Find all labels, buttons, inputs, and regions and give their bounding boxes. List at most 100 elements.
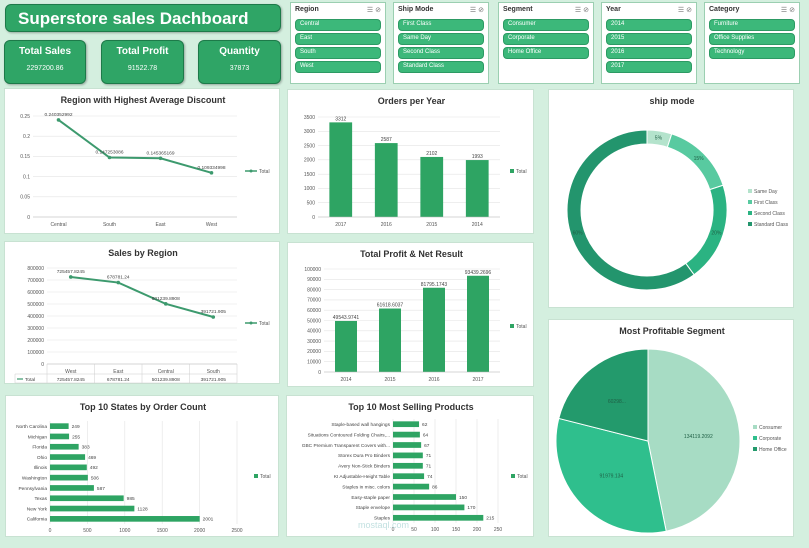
slicer-item[interactable]: Home Office xyxy=(503,47,589,59)
x-tick-label: 2017 xyxy=(335,222,346,228)
bar xyxy=(50,443,79,450)
y-tick-label: New York xyxy=(27,506,48,512)
bar xyxy=(465,160,489,217)
slicer-item[interactable]: Furniture xyxy=(709,19,795,31)
data-label: 150 xyxy=(459,495,467,501)
slicer-item[interactable]: Second Class xyxy=(398,47,484,59)
slicer-item[interactable]: 2017 xyxy=(606,61,692,73)
slicer-item[interactable]: Same Day xyxy=(398,33,484,45)
y-tick-label: 1000 xyxy=(304,186,315,192)
chart-title: Top 10 Most Selling Products xyxy=(348,402,473,412)
bar xyxy=(50,505,135,512)
slicer-item[interactable]: Consumer xyxy=(503,19,589,31)
filter-clear-icon[interactable]: ☰ ⊘ xyxy=(574,7,589,14)
y-tick-label: Ohio xyxy=(37,455,47,461)
legend-label: Total xyxy=(517,474,528,480)
chart-title: ship mode xyxy=(649,96,694,106)
y-tick-label: Texas xyxy=(34,496,47,502)
data-point xyxy=(107,155,112,160)
slicer-item[interactable]: South xyxy=(295,47,381,59)
data-label: 2102 xyxy=(426,151,437,157)
bar xyxy=(374,143,398,217)
y-tick-label: 200000 xyxy=(27,338,44,344)
data-label: 725457.8245 xyxy=(57,269,85,275)
y-tick-label: Situations Contoured Folding Chairs,... xyxy=(308,432,390,438)
legend-label: First Class xyxy=(754,200,778,206)
filter-clear-icon[interactable]: ☰ ⊘ xyxy=(677,7,692,14)
slicer-item[interactable]: Office Supplies xyxy=(709,33,795,45)
chart-products-panel: Top 10 Most Selling Products 0 50 100 150 200… xyxy=(286,395,534,537)
x-tick-label: Central xyxy=(50,222,66,228)
filter-clear-icon[interactable]: ☰ ⊘ xyxy=(469,7,484,14)
slicer-item[interactable]: West xyxy=(295,61,381,73)
data-label: 678781.24 xyxy=(107,275,130,281)
bar xyxy=(50,485,94,491)
data-label: 501239.8908 xyxy=(152,296,180,302)
slicer-item[interactable]: Technology xyxy=(709,47,795,59)
y-tick-label: 500 xyxy=(307,201,316,207)
chart-shipmode: ship mode 5% Same Day 15% First Class 20% Seco… xyxy=(566,96,789,291)
y-tick-label: Pennsylvania xyxy=(18,486,47,492)
chart-discount: Region with Highest Average Discount 0 0.0… xyxy=(20,95,269,228)
slicer-title: Ship Mode xyxy=(398,6,434,13)
slicer-item[interactable]: 2014 xyxy=(606,19,692,31)
legend-label: Standard Class xyxy=(754,222,789,228)
chart-products: Top 10 Most Selling Products 0 50 100 150 200… xyxy=(302,402,528,533)
legend-label: Same Day xyxy=(754,189,778,195)
y-tick-label: Illinois xyxy=(34,465,48,471)
data-label: 5% xyxy=(655,136,663,142)
y-tick-label: 0 xyxy=(41,362,44,368)
x-tick-label: 2014 xyxy=(472,222,483,228)
bar xyxy=(393,442,422,448)
chart-orders-panel: Orders per Year 0 500 1000 1500 2000 2500 3000 3… xyxy=(287,89,534,234)
data-label: 0.145365169 xyxy=(146,150,174,156)
chart-title: Sales by Region xyxy=(108,248,178,258)
x-tick-label: 2015 xyxy=(426,222,437,228)
kpi-label: Quantity xyxy=(219,46,260,57)
chart-title: Region with Highest Average Discount xyxy=(61,95,226,105)
legend-label: Consumer xyxy=(759,425,782,431)
chart-salesregion-panel: Sales by Region 0 100000 200000 300000 400000… xyxy=(4,241,280,384)
x-tick-label: 2000 xyxy=(194,528,205,534)
chart-title: Top 10 States by Order Count xyxy=(80,402,206,412)
bar xyxy=(329,122,353,217)
y-tick-label: 90000 xyxy=(307,277,321,283)
filter-clear-icon[interactable]: ☰ ⊘ xyxy=(780,7,795,14)
chart-title: Total Profit & Net Result xyxy=(360,249,463,259)
slicer-item[interactable]: 2015 xyxy=(606,33,692,45)
data-label: 1128 xyxy=(137,506,148,512)
legend-label: Total xyxy=(516,324,527,330)
bar xyxy=(393,421,420,428)
chart-profit-panel: Total Profit & Net Result 0 10000 20000 3000… xyxy=(287,242,534,387)
bar xyxy=(393,494,456,500)
x-tick-label: 1000 xyxy=(119,528,130,534)
y-tick-label: 1500 xyxy=(304,172,315,178)
data-label: 0.109334998 xyxy=(197,165,225,171)
data-label: 71 xyxy=(426,464,432,470)
kpi-quantity: Quantity 37873 xyxy=(198,40,281,84)
data-label: 71 xyxy=(426,453,432,459)
slicer-item[interactable]: First Class xyxy=(398,19,484,31)
data-label: 134119.2092 xyxy=(684,434,713,440)
slicer-item[interactable]: Corporate xyxy=(503,33,589,45)
bar xyxy=(393,473,425,480)
y-tick-label: 30000 xyxy=(307,339,321,345)
kpi-value: 37873 xyxy=(229,65,250,72)
y-tick-label: Avery Non-Stick Binders xyxy=(338,464,390,470)
y-tick-label: Easy-staple paper xyxy=(351,495,390,501)
legend-marker xyxy=(510,324,514,328)
x-tick-label: South xyxy=(103,222,116,228)
bar xyxy=(50,474,88,481)
kpi-total-sales: Total Sales 2297200.86 xyxy=(4,40,86,84)
filter-clear-icon[interactable]: ☰ ⊘ xyxy=(366,7,381,14)
y-tick-label: 40000 xyxy=(307,329,321,335)
x-tick-label: 2015 xyxy=(384,377,395,383)
x-tick-label: 2500 xyxy=(231,528,242,534)
slicer-item[interactable]: Central xyxy=(295,19,381,31)
slicer-item[interactable]: Standard Class xyxy=(398,61,484,73)
slicer-item[interactable]: 2016 xyxy=(606,47,692,59)
data-label: 3312 xyxy=(335,116,346,122)
data-label: 74 xyxy=(427,474,433,480)
slicer-item[interactable]: East xyxy=(295,33,381,45)
x-tick-label: East xyxy=(113,369,124,375)
